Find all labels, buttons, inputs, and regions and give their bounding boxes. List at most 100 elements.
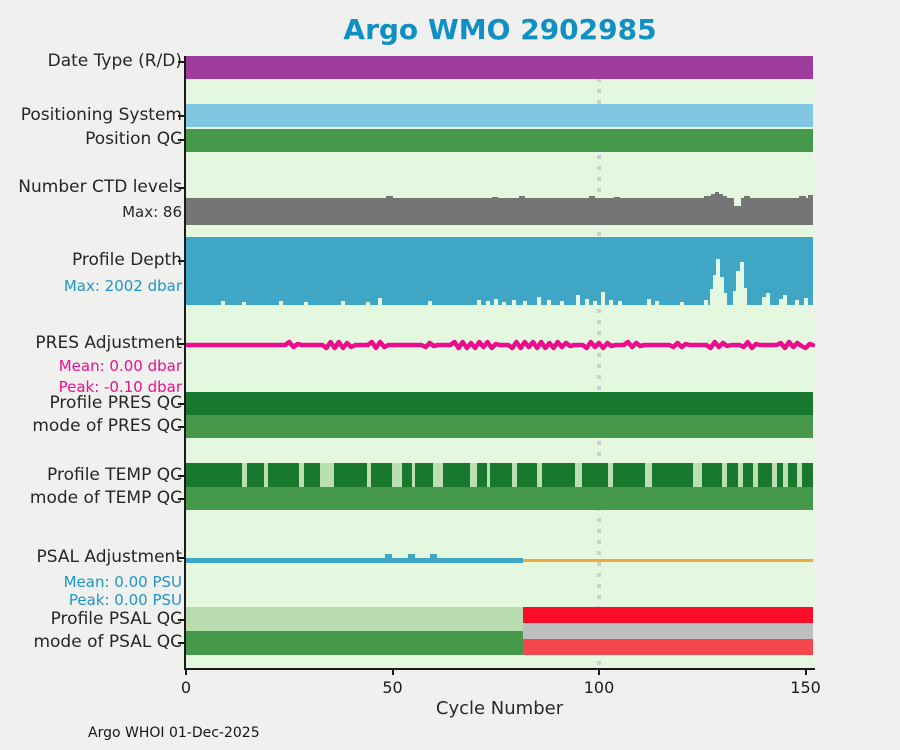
profile_depth-notch [742, 288, 747, 305]
profile_depth-notch [719, 277, 724, 305]
profile_temp_qc-gap [722, 463, 728, 487]
profile_depth-notch [709, 289, 714, 305]
row-label: Max: 2002 dbar [63, 277, 182, 296]
strip-date_type [186, 56, 813, 79]
profile_depth-notch [427, 301, 432, 305]
ctd_levels-bump [722, 196, 728, 198]
y-tick [178, 619, 185, 621]
y-tick [178, 403, 185, 405]
y-tick [178, 139, 185, 141]
y-tick [178, 115, 185, 117]
profile_temp_qc-gap [299, 463, 305, 487]
ctd_levels-bump [808, 195, 813, 198]
profile_depth-notch [736, 271, 741, 305]
ctd_levels-bump [743, 196, 750, 198]
profile_temp_qc-gap [537, 463, 543, 487]
y-tick [178, 187, 185, 189]
ctd_levels-bump [613, 197, 620, 198]
row-label: Position QC [85, 129, 182, 149]
psal_qc_block-right-2 [522, 639, 813, 655]
psal_qc_block-left-1 [186, 631, 523, 655]
strip-profile_temp_qc [186, 463, 813, 487]
profile_temp_qc-gap [392, 463, 402, 487]
profile_depth-notch [559, 301, 564, 305]
row-labels: Date Type (R/D) Positioning System Positio… [0, 0, 182, 750]
profile_depth-notch [803, 298, 808, 305]
profile_temp_qc-gap [796, 463, 802, 487]
row-label: Positioning System [20, 105, 182, 125]
x-tick-label: 50 [382, 678, 403, 697]
profile_depth-notch [609, 300, 614, 305]
row-label: Peak: -0.10 dbar [58, 378, 182, 397]
profile_temp_qc-gap [737, 463, 743, 487]
x-tick-label: 150 [790, 678, 821, 697]
ctd_levels-bump [710, 194, 715, 198]
profile_depth-notch [704, 300, 709, 305]
y-axis-line [184, 56, 186, 670]
row-label: Profile TEMP QC [47, 465, 182, 485]
profile_temp_qc-gap [470, 463, 477, 487]
strip-positioning_system [186, 104, 813, 127]
psal_qc_block-left-0 [186, 607, 523, 631]
profile_depth-notch [766, 293, 771, 305]
y-tick [178, 642, 185, 644]
footer-text: Argo WHOI 01-Dec-2025 [88, 725, 260, 741]
profile_depth-notch [537, 297, 542, 305]
row-label: mode of TEMP QC [29, 488, 182, 508]
profile_depth-notch [576, 295, 581, 305]
profile_temp_qc-gap [752, 463, 758, 487]
profile_depth-notch [723, 293, 728, 305]
profile_depth-notch [241, 302, 246, 305]
profile_depth-notch [778, 299, 783, 305]
profile_temp_qc-gap [487, 463, 490, 487]
row-label: Mean: 0.00 PSU [63, 573, 182, 592]
y-tick [178, 498, 185, 500]
ctd_levels-bump [518, 196, 525, 198]
profile_depth-notch [279, 301, 283, 305]
ctd_levels-bump [386, 196, 393, 198]
profile_depth-notch [502, 302, 507, 305]
row-label: Mean: 0.00 dbar [58, 357, 182, 376]
profile_depth-notch [493, 299, 498, 305]
profile_temp_qc-gap [242, 463, 248, 487]
profile_depth-notch [739, 262, 744, 305]
ctd_levels-bump [704, 196, 711, 198]
y-tick [178, 260, 185, 262]
pres_adjustment-polyline [183, 339, 816, 351]
x-tick [598, 668, 601, 675]
profile_depth-notch [592, 301, 597, 305]
profile_depth-notch [782, 295, 787, 305]
profile_temp_qc-gap [511, 463, 517, 487]
profile_depth-notch [365, 302, 370, 305]
profile_depth-notch [762, 297, 767, 305]
x-tick-label: 100 [583, 678, 615, 697]
profile_depth-notch [477, 300, 482, 305]
profile_temp_qc-gap [319, 463, 334, 487]
psal_adjustment-blue-line [186, 557, 523, 563]
psal_adjustment-orange-line [522, 558, 813, 562]
strip-position_qc [186, 129, 813, 152]
line-pres_adjustment [183, 339, 816, 351]
profile_depth-notch [378, 298, 383, 305]
ctd_levels-bump [491, 197, 498, 198]
profile_temp_qc-gap [644, 463, 652, 487]
profile_temp_qc-gap [575, 463, 583, 487]
x-tick [804, 668, 807, 675]
x-tick [185, 668, 187, 675]
x-axis-line [184, 668, 815, 670]
y-tick [178, 426, 185, 428]
profile_depth-notch [584, 299, 589, 305]
profile_depth-notch [646, 299, 651, 305]
row-label: Profile Depth [71, 250, 182, 270]
plot-area [183, 56, 816, 668]
profile_depth-notch [340, 301, 345, 305]
profile_temp_qc-gap [433, 463, 443, 487]
profile_temp_qc-gap [608, 463, 614, 487]
y-tick [178, 343, 185, 345]
profile_depth-notch [303, 302, 308, 305]
profile_depth-notch [221, 301, 226, 305]
row-label: Peak: 0.00 PSU [68, 591, 182, 610]
profile_depth-notch [601, 292, 606, 305]
ctd_levels-bump [799, 196, 806, 198]
profile_temp_qc-gap [366, 463, 372, 487]
